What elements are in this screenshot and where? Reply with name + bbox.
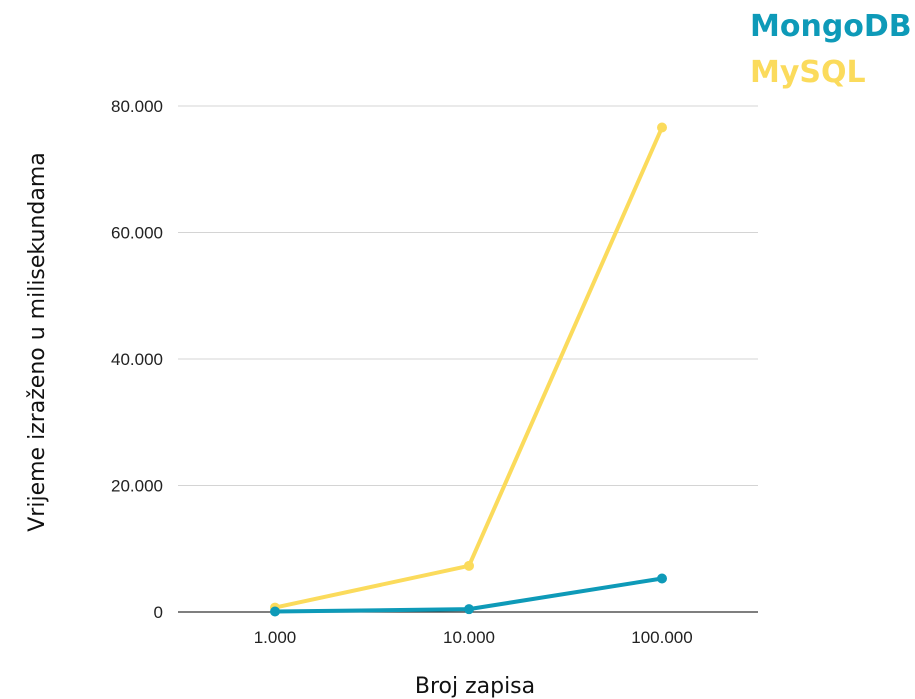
gridlines <box>178 105 758 613</box>
y-axis-ticks: 0 20.000 40.000 60.000 80.000 <box>111 97 163 622</box>
x-axis-title: Broj zapisa <box>415 674 535 699</box>
series-points <box>270 122 667 617</box>
y-axis-title: Vrijeme izraženo u milisekundama <box>25 152 50 532</box>
series-lines <box>274 126 664 614</box>
data-point-mysql <box>464 560 474 571</box>
data-point-mongodb <box>657 573 667 584</box>
series-line-mysql <box>274 126 664 610</box>
x-tick-label: 10.000 <box>443 628 495 647</box>
y-tick-label: 0 <box>154 603 163 622</box>
x-axis-ticks: 1.000 10.000 100.000 <box>254 628 693 647</box>
x-tick-label: 100.000 <box>631 628 692 647</box>
legend-item-mysql: MySQL <box>750 55 866 90</box>
x-tick-label: 1.000 <box>254 628 297 647</box>
y-tick-label: 20.000 <box>111 477 163 496</box>
data-point-mysql <box>657 122 667 133</box>
y-tick-label: 60.000 <box>111 224 163 243</box>
legend-item-mongodb: MongoDB <box>750 9 912 44</box>
legend: MongoDB MySQL <box>750 9 912 90</box>
y-tick-label: 80.000 <box>111 97 163 116</box>
data-point-mongodb <box>464 604 474 615</box>
y-tick-label: 40.000 <box>111 350 163 369</box>
data-point-mongodb <box>270 606 280 617</box>
